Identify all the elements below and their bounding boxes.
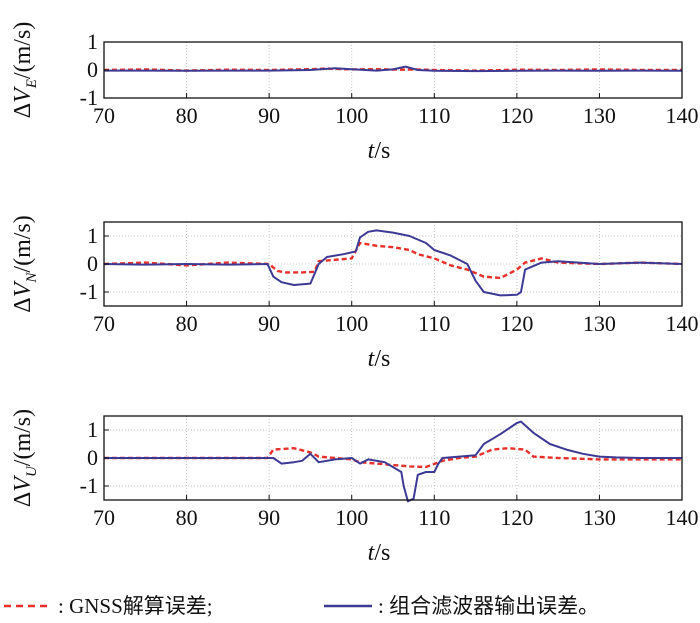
x-tick-label: 110: [418, 311, 450, 336]
y-tick-label: 1: [87, 417, 98, 442]
x-tick-label: 100: [335, 311, 368, 336]
x-tick-label: 120: [500, 103, 533, 128]
x-tick-label: 140: [666, 311, 699, 336]
y-tick-label: 0: [87, 251, 98, 276]
y-tick-label: 0: [87, 445, 98, 470]
y-tick-label: -1: [80, 473, 98, 498]
x-tick-label: 100: [335, 103, 368, 128]
legend-label-filter: : 组合滤波器输出误差。: [378, 594, 599, 618]
x-tick-label: 80: [176, 311, 198, 336]
panel-2: 70 80 90 100 110 120 130 140 1 0 -1 t/s ΔVN/(m/s): [10, 215, 699, 372]
series-gnss-line: [104, 447, 682, 469]
panel-1: 70 80 90 100 110 120 130 140 1 0 -1 t/s ΔVE/(m/s): [10, 22, 699, 164]
x-tick-label: 120: [500, 311, 533, 336]
series-gnss-line: [103, 241, 683, 280]
y-axis-title: ΔVU/(m/s): [10, 409, 40, 507]
x-tick-label: 70: [93, 311, 115, 336]
x-tick-label: 100: [335, 505, 368, 530]
panel-3: 70 80 90 100 110 120 130 140 1 0 -1 t/s ΔVU/(m/s): [10, 409, 699, 566]
series-filter-line: [103, 229, 683, 297]
x-axis-title: t/s: [368, 346, 391, 372]
legend: : GNSS解算误差; : 组合滤波器输出误差。: [4, 594, 599, 618]
x-tick-label: 130: [583, 505, 616, 530]
x-tick-label: 90: [258, 505, 280, 530]
series-filter-line: [104, 65, 683, 73]
x-tick-label: 70: [93, 103, 115, 128]
y-tick-label: 1: [87, 29, 98, 54]
x-tick-label: 110: [418, 505, 450, 530]
x-tick-label: 90: [258, 311, 280, 336]
y-tick-label: 1: [87, 223, 98, 248]
y-axis-title: ΔVN/(m/s): [10, 215, 40, 312]
x-tick-label: 110: [418, 103, 450, 128]
y-tick-label: -1: [80, 279, 98, 304]
x-tick-label: 80: [176, 505, 198, 530]
x-tick-label: 140: [666, 505, 699, 530]
y-tick-label: 0: [87, 57, 98, 82]
y-axis-title: ΔVE/(m/s): [10, 22, 40, 119]
series-filter-line: [104, 420, 682, 503]
x-tick-label: 130: [583, 311, 616, 336]
x-tick-label: 90: [258, 103, 280, 128]
legend-label-gnss: : GNSS解算误差;: [58, 594, 213, 618]
x-tick-label: 120: [500, 505, 533, 530]
x-axis-title: t/s: [368, 138, 391, 164]
x-tick-label: 130: [583, 103, 616, 128]
x-tick-label: 80: [176, 103, 198, 128]
x-axis-title: t/s: [368, 540, 391, 566]
y-tick-label: -1: [80, 85, 98, 110]
x-tick-label: 70: [93, 505, 115, 530]
x-tick-label: 140: [666, 103, 699, 128]
